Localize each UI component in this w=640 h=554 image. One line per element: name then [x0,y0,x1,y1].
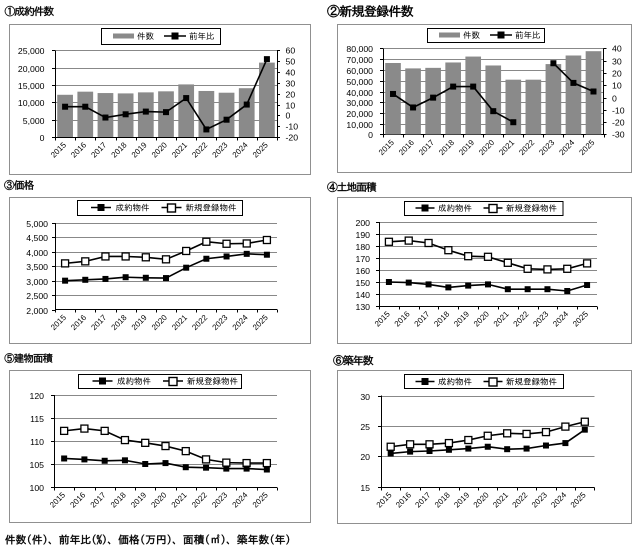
svg-text:140: 140 [356,290,371,300]
svg-text:120: 120 [30,391,45,401]
svg-text:115: 115 [30,414,44,424]
svg-text:-30: -30 [612,130,625,140]
svg-text:15: 15 [360,483,370,493]
svg-text:30: 30 [612,57,622,67]
svg-text:0: 0 [368,130,373,140]
svg-text:50: 50 [286,57,296,67]
svg-text:50,000: 50,000 [346,77,373,87]
svg-text:20: 20 [360,452,370,462]
svg-text:-10: -10 [612,106,625,116]
svg-text:20,000: 20,000 [18,64,45,74]
svg-text:130: 130 [356,302,371,312]
svg-text:4,000: 4,000 [26,248,48,258]
svg-text:20,000: 20,000 [346,109,373,119]
svg-text:5,000: 5,000 [23,116,45,126]
svg-text:5,000: 5,000 [26,219,48,229]
svg-text:60,000: 60,000 [346,66,373,76]
svg-text:30: 30 [360,392,370,402]
svg-text:20: 20 [612,69,622,79]
svg-text:10,000: 10,000 [18,98,45,108]
svg-text:160: 160 [356,266,371,276]
svg-text:110: 110 [30,437,44,447]
svg-text:10,000: 10,000 [346,120,373,130]
svg-text:25,000: 25,000 [18,46,45,56]
svg-text:150: 150 [356,278,371,288]
svg-text:0: 0 [286,111,291,121]
svg-text:2,500: 2,500 [26,291,48,301]
svg-text:0: 0 [612,94,617,104]
svg-text:180: 180 [356,242,371,252]
svg-text:10: 10 [286,101,296,111]
svg-text:2,000: 2,000 [26,306,48,316]
svg-text:-20: -20 [286,133,299,143]
svg-text:100: 100 [30,483,45,493]
svg-text:40: 40 [612,44,622,54]
svg-text:10: 10 [612,81,622,91]
svg-text:40,000: 40,000 [346,88,373,98]
svg-text:20: 20 [286,90,296,100]
svg-text:15,000: 15,000 [18,81,45,91]
svg-text:30: 30 [286,79,296,89]
svg-text:60: 60 [286,46,296,56]
svg-text:3,500: 3,500 [26,262,48,272]
svg-text:40: 40 [286,68,296,78]
svg-text:170: 170 [356,254,371,264]
svg-text:4,500: 4,500 [26,233,48,243]
svg-text:30,000: 30,000 [346,98,373,108]
svg-text:190: 190 [356,230,371,240]
svg-text:105: 105 [30,460,45,470]
svg-text:-10: -10 [286,122,299,132]
svg-text:200: 200 [356,218,371,228]
svg-text:3,000: 3,000 [26,277,48,287]
svg-text:70,000: 70,000 [346,55,373,65]
svg-text:0: 0 [40,133,45,143]
svg-text:-20: -20 [612,118,625,128]
svg-text:80,000: 80,000 [346,44,373,54]
svg-text:25: 25 [360,422,370,432]
